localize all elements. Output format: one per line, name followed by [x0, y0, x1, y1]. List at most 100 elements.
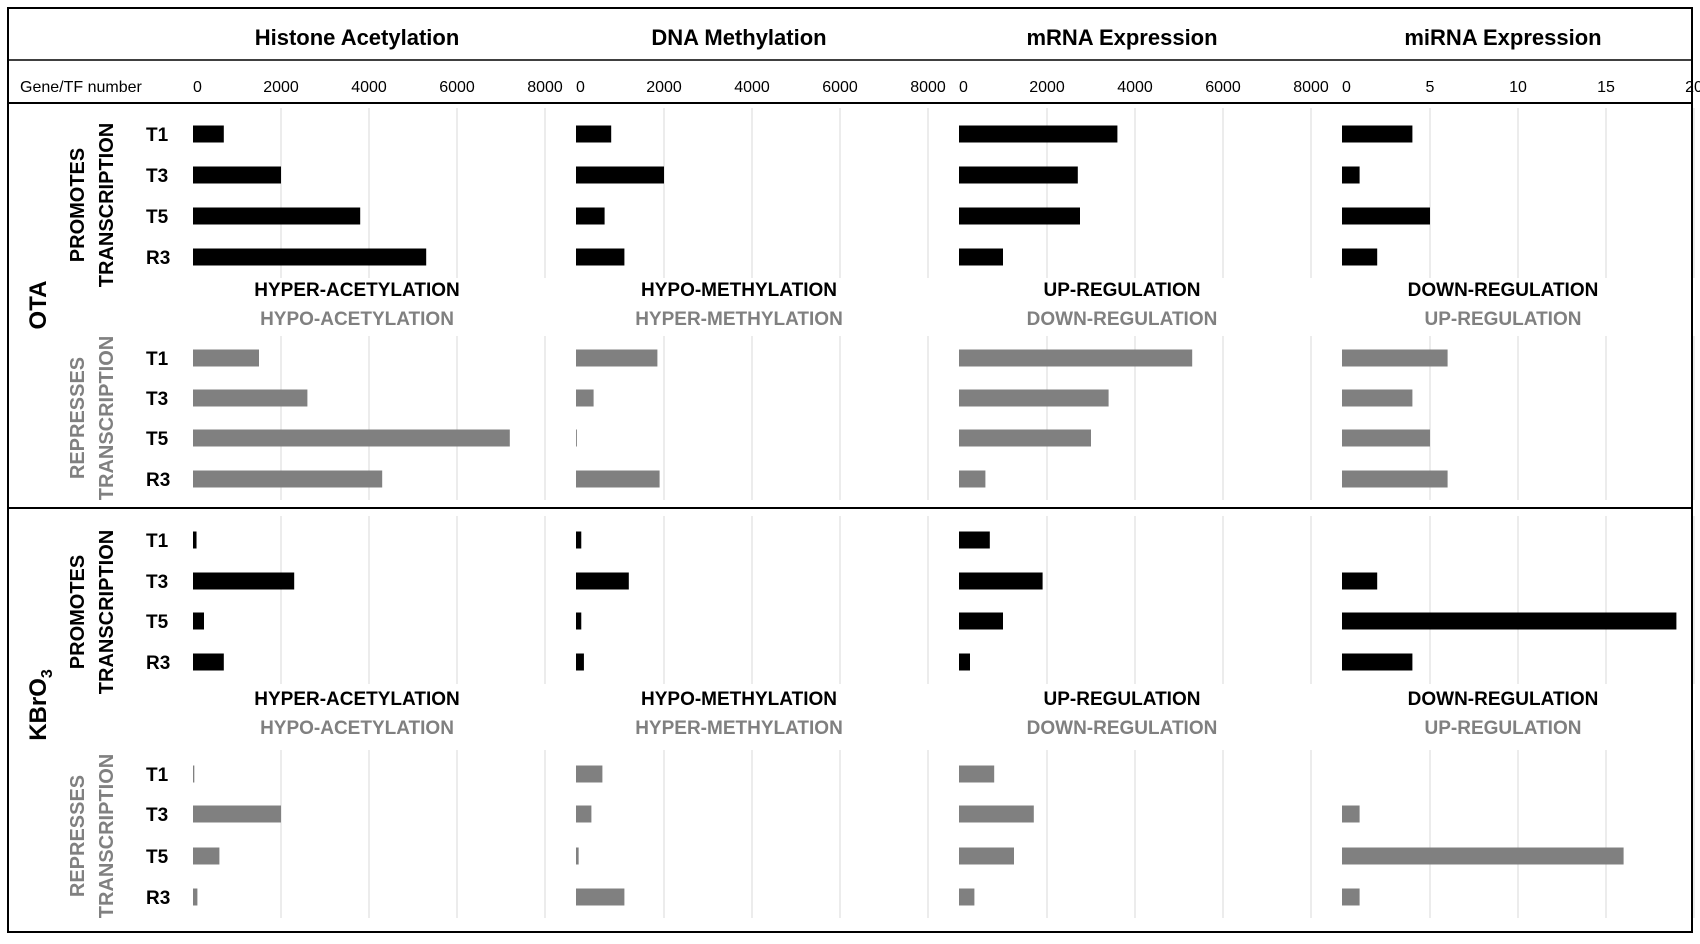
bar — [576, 653, 584, 671]
promotes-effect-label: HYPO-METHYLATION — [641, 280, 837, 301]
category-label: T5 — [146, 207, 169, 228]
bar — [576, 572, 629, 590]
bar — [193, 248, 427, 266]
outer-border — [7, 7, 1693, 933]
promotes-effect-label: DOWN-REGULATION — [1408, 689, 1599, 710]
bar — [959, 248, 1003, 266]
section-label-line2: TRANSCRIPTION — [96, 530, 118, 694]
bar — [959, 653, 970, 671]
category-label: T3 — [146, 166, 168, 187]
bar — [576, 470, 660, 488]
tick-label: 15 — [1597, 79, 1615, 96]
bar — [959, 125, 1118, 143]
bar — [959, 166, 1078, 184]
promotes-effect-label: DOWN-REGULATION — [1408, 280, 1599, 301]
bar — [193, 612, 204, 630]
bar — [959, 349, 1193, 367]
promotes-effect-label: UP-REGULATION — [1044, 280, 1201, 301]
bar — [1342, 470, 1448, 488]
bar — [1342, 572, 1378, 590]
section-label-line1: PROMOTES — [67, 555, 89, 669]
represses-effect-label: UP-REGULATION — [1425, 718, 1582, 739]
group-label-main: KBrO — [25, 678, 52, 741]
column-title: miRNA Expression — [1404, 25, 1601, 50]
tick-label: 6000 — [822, 79, 858, 96]
group-label: OTA — [25, 281, 52, 330]
column-title: DNA Methylation — [651, 25, 826, 50]
axis-header-label: Gene/TF number — [20, 79, 143, 96]
bar — [1342, 612, 1677, 630]
represses-effect-label: DOWN-REGULATION — [1027, 718, 1218, 739]
bar — [959, 805, 1034, 823]
bar — [959, 207, 1080, 225]
bar — [193, 847, 220, 865]
category-label: T3 — [146, 805, 168, 826]
bar — [576, 429, 577, 447]
bar — [193, 389, 308, 407]
bar — [959, 531, 990, 549]
tick-label: 6000 — [1205, 79, 1241, 96]
bar — [576, 531, 582, 549]
bar — [959, 888, 975, 906]
bar — [1342, 847, 1624, 865]
bar — [193, 572, 295, 590]
bar — [193, 349, 259, 367]
bar — [959, 765, 995, 783]
category-label: R3 — [146, 248, 170, 269]
column-title: mRNA Expression — [1026, 25, 1217, 50]
bar — [959, 470, 986, 488]
section-label-line2: TRANSCRIPTION — [96, 123, 118, 287]
category-label: R3 — [146, 470, 170, 491]
bar — [959, 572, 1043, 590]
bar — [193, 805, 281, 823]
bar — [1342, 248, 1378, 266]
represses-effect-label: DOWN-REGULATION — [1027, 309, 1218, 330]
bar — [1342, 207, 1430, 225]
tick-label: 10 — [1509, 79, 1527, 96]
represses-effect-label: HYPO-ACETYLATION — [260, 309, 454, 330]
bar — [193, 429, 510, 447]
bar — [193, 207, 361, 225]
tick-label: 6000 — [439, 79, 475, 96]
bar — [1342, 805, 1360, 823]
bar — [576, 888, 625, 906]
bar — [959, 612, 1003, 630]
bar — [576, 166, 664, 184]
bar — [1342, 166, 1360, 184]
bar — [576, 612, 582, 630]
tick-label: 2000 — [646, 79, 682, 96]
bar — [193, 166, 281, 184]
bar — [576, 248, 625, 266]
bar — [1342, 349, 1448, 367]
category-label: T5 — [146, 847, 169, 868]
represses-effect-label: HYPER-METHYLATION — [635, 718, 843, 739]
tick-label: 2000 — [1029, 79, 1065, 96]
promotes-effect-label: HYPO-METHYLATION — [641, 689, 837, 710]
tick-label: 2000 — [263, 79, 299, 96]
section-label-line2: TRANSCRIPTION — [96, 754, 118, 918]
tick-label: 8000 — [1293, 79, 1329, 96]
tick-label: 4000 — [351, 79, 387, 96]
promotes-effect-label: UP-REGULATION — [1044, 689, 1201, 710]
bar — [1342, 429, 1430, 447]
bar — [193, 765, 195, 783]
section-label-line2: TRANSCRIPTION — [96, 336, 118, 500]
section-label-line1: REPRESSES — [67, 357, 89, 479]
section-label-line1: PROMOTES — [67, 148, 89, 262]
bar — [576, 847, 579, 865]
bar — [1342, 653, 1413, 671]
bar — [576, 349, 658, 367]
bar — [959, 429, 1091, 447]
bar — [1342, 888, 1360, 906]
bar — [193, 531, 197, 549]
category-label: T3 — [146, 572, 168, 593]
bar — [193, 653, 224, 671]
bar — [576, 765, 603, 783]
bar — [576, 125, 612, 143]
group-label-main: OTA — [25, 281, 52, 330]
tick-label: 0 — [1342, 79, 1351, 96]
tick-label: 20 — [1685, 79, 1700, 96]
bar — [959, 389, 1109, 407]
represses-effect-label: HYPO-ACETYLATION — [260, 718, 454, 739]
